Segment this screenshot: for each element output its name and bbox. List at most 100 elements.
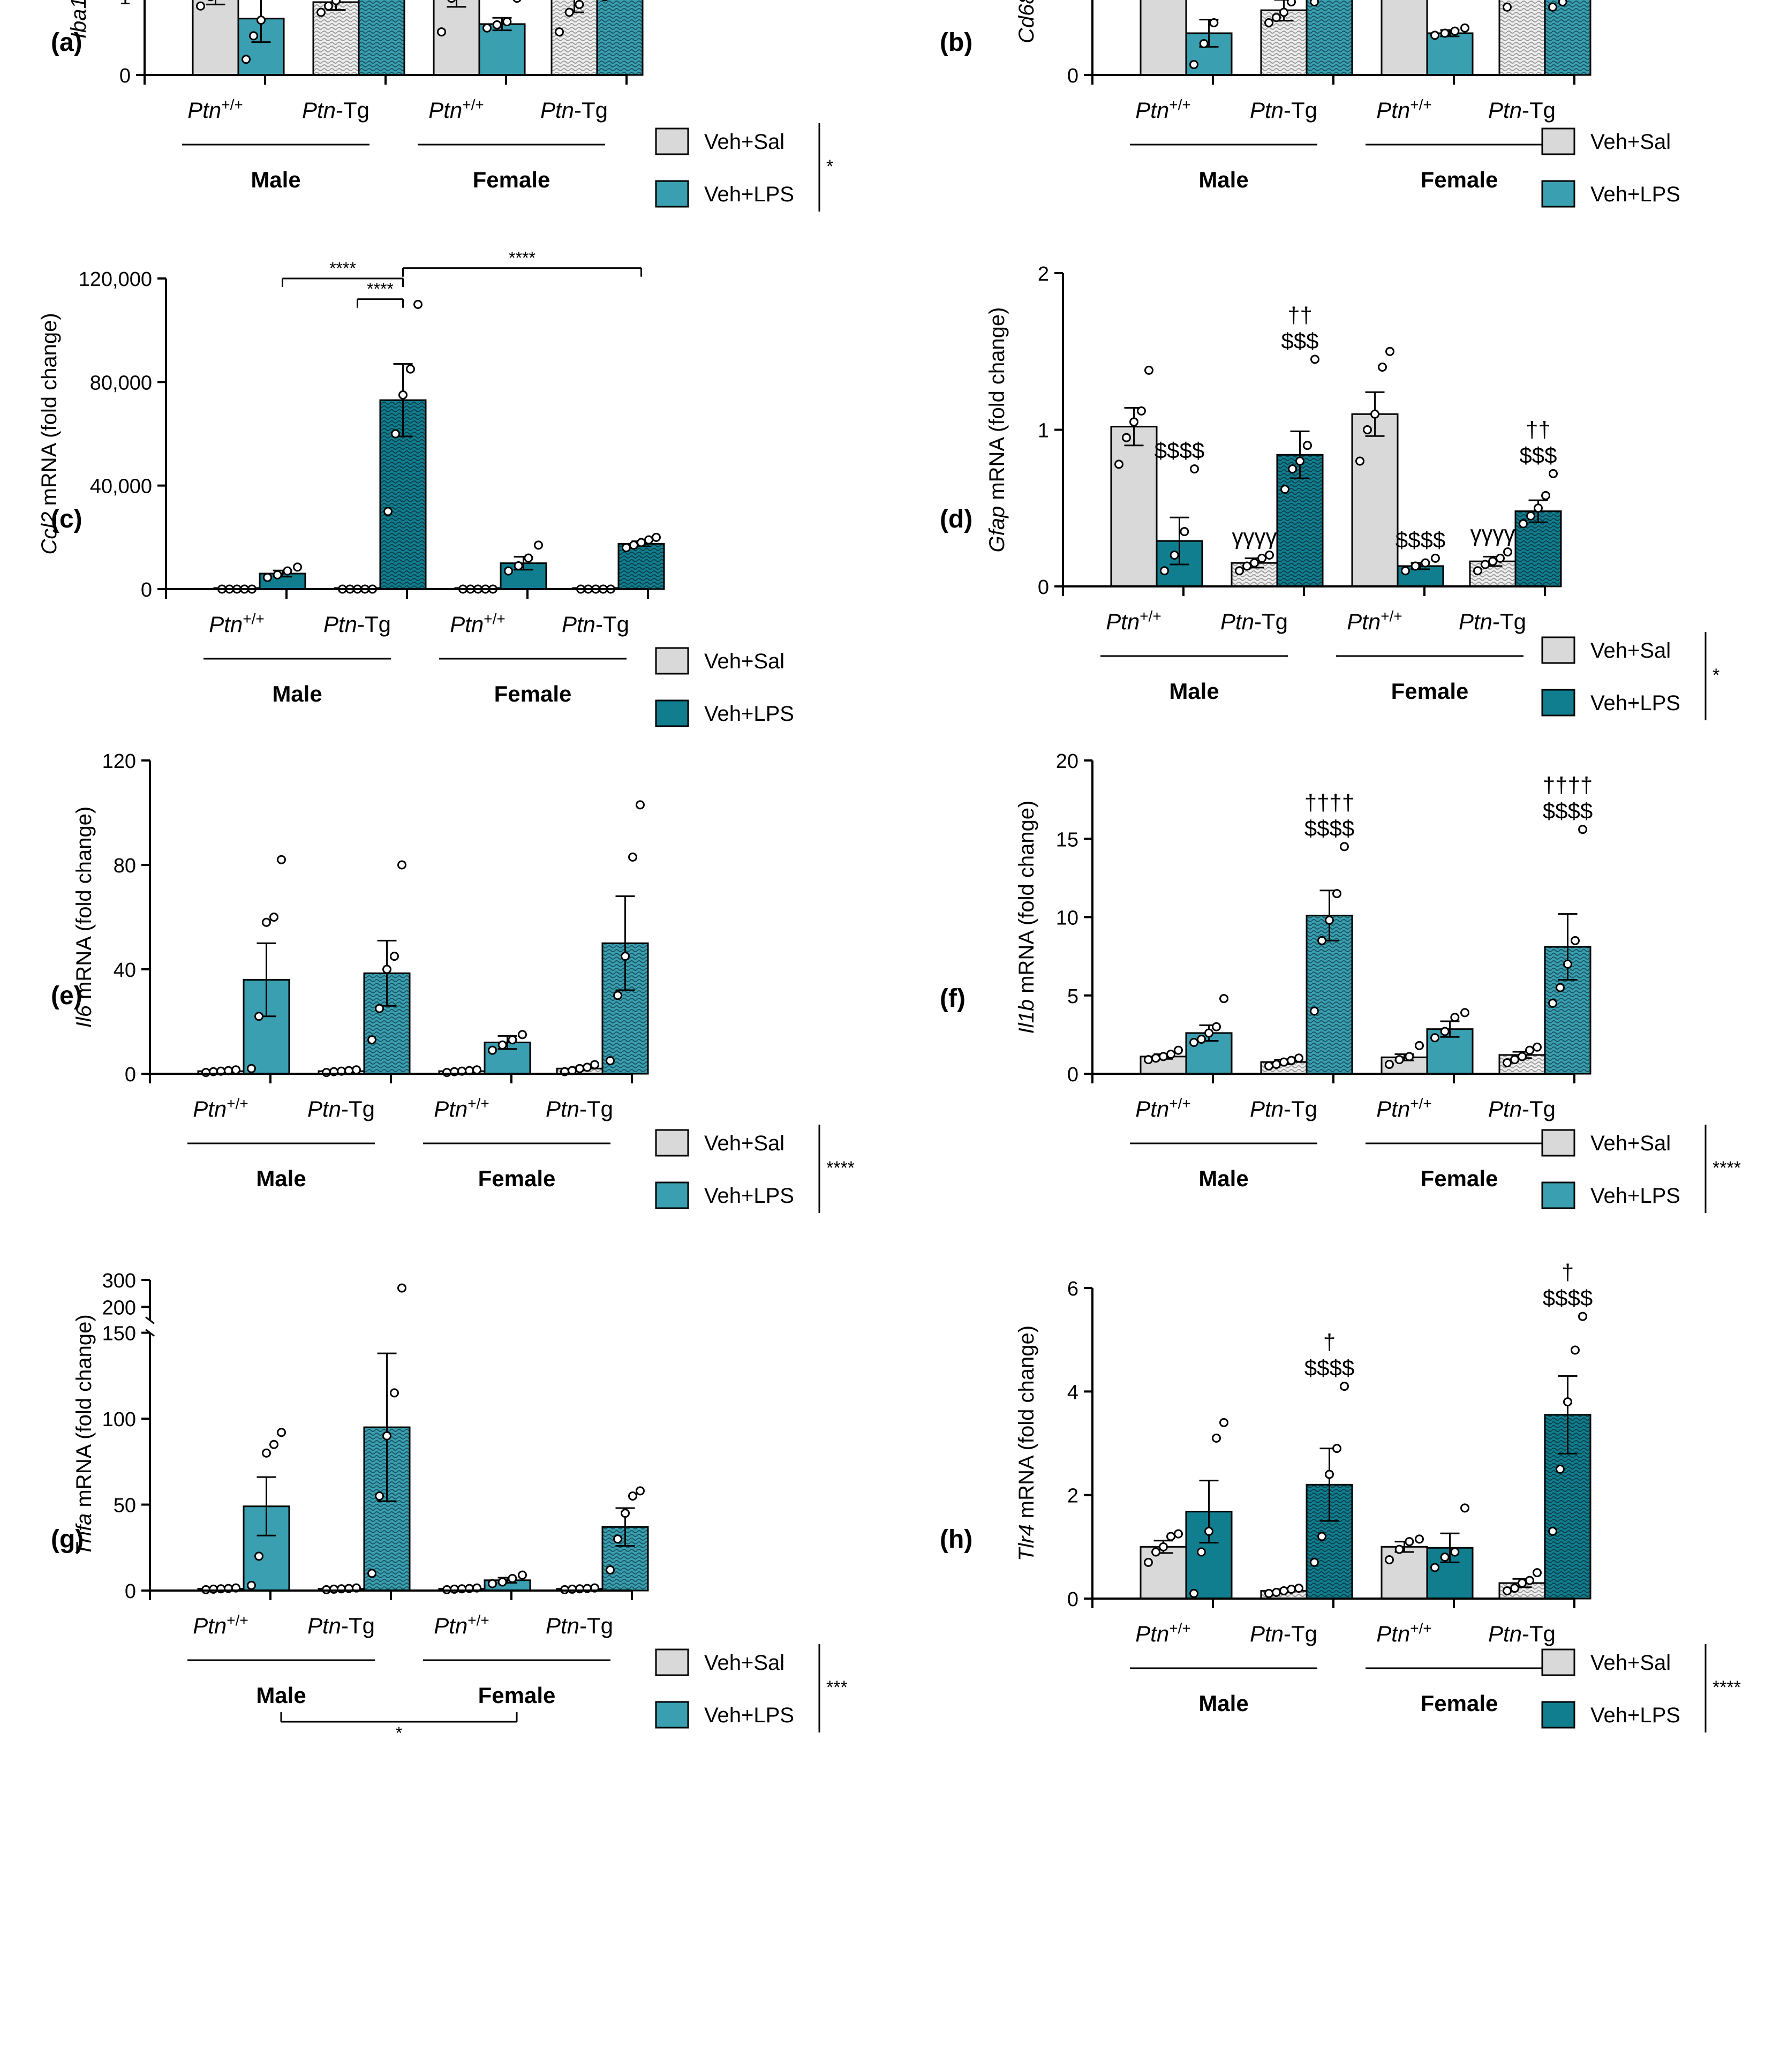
- data-point: [1340, 842, 1349, 852]
- genotype-name: Ptn: [1376, 97, 1410, 123]
- data-point: [1209, 18, 1219, 27]
- legend-swatch-veh-lps: [655, 1701, 689, 1729]
- legend-label-veh-lps: Veh+LPS: [1590, 1184, 1680, 1208]
- data-point: [1525, 1576, 1534, 1585]
- significance-annotation: ††: [1287, 303, 1313, 328]
- sex-comparison-label: *: [396, 1723, 402, 1743]
- genotype-name: Ptn: [307, 1613, 341, 1638]
- data-point: [316, 7, 326, 17]
- genotype-suffix: +/+: [1169, 96, 1190, 113]
- legend-stat-label: ****: [1713, 1677, 1741, 1698]
- genotype-name: Ptn: [1250, 97, 1284, 123]
- sex-group-label: Male: [1198, 1166, 1248, 1191]
- genotype-label: Ptn-Tg: [1250, 1096, 1317, 1121]
- data-point: [1578, 825, 1587, 834]
- data-point: [590, 1060, 599, 1069]
- data-point: [613, 1534, 622, 1544]
- legend-label-veh-sal: Veh+Sal: [704, 650, 785, 673]
- bar-veh-sal: [1381, 0, 1428, 76]
- data-point: [375, 1491, 384, 1501]
- data-point: [1518, 1578, 1527, 1588]
- data-point: [1415, 1041, 1424, 1050]
- data-point: [555, 27, 564, 37]
- genotype-name: Ptn: [1376, 1096, 1410, 1121]
- legend-stat-label: *: [826, 156, 833, 177]
- significance-annotation: $$$$: [1304, 1355, 1354, 1381]
- data-point: [397, 1283, 406, 1293]
- data-point: [518, 1030, 527, 1039]
- data-point: [293, 562, 302, 572]
- data-point: [1264, 18, 1273, 27]
- significance-annotation: $$$: [1281, 328, 1318, 353]
- genotype-suffix: +/+: [1140, 608, 1161, 624]
- data-point: [564, 7, 574, 17]
- sex-group-label: Male: [256, 1166, 306, 1191]
- panel-c: (c) 0 40,000 80,000 120,000 Ccl2 mRNA (fold c…: [37, 248, 794, 727]
- data-point: [1197, 1035, 1206, 1044]
- data-point: [1440, 28, 1450, 38]
- y-axis-label-gene: Il6: [72, 1005, 96, 1028]
- genotype-suffix: -Tg: [336, 97, 369, 123]
- genotype-label: Ptn+/+: [1135, 96, 1191, 123]
- data-point: [324, 1, 333, 11]
- data-point: [1405, 1537, 1414, 1547]
- panel-d: (d) 0 1 2 Gfap mRNA (fold change) $$$$ γγγγ $$$…: [940, 263, 1719, 720]
- data-point: [1385, 1059, 1394, 1069]
- data-point: [1219, 994, 1228, 1004]
- legend-label-veh-sal: Veh+Sal: [704, 1132, 785, 1155]
- data-point: [247, 1064, 256, 1073]
- sex-group-label: Female: [1391, 679, 1469, 704]
- data-point: [397, 860, 406, 870]
- data-point: [1571, 1345, 1580, 1355]
- y-axis-label: Ccl2 mRNA (fold change): [37, 313, 61, 554]
- data-point: [1279, 7, 1288, 17]
- data-point: [1310, 1557, 1319, 1567]
- data-point: [1430, 1563, 1439, 1572]
- y-axis-label-gene: Cd68: [1015, 0, 1038, 43]
- data-point: [383, 507, 393, 516]
- data-point: [1430, 31, 1439, 40]
- genotype-name: Ptn: [562, 612, 595, 637]
- data-point: [504, 566, 513, 576]
- legend-label-veh-lps: Veh+LPS: [1590, 691, 1680, 715]
- genotype-label: Ptn-Tg: [307, 1613, 375, 1638]
- legend-label-veh-sal: Veh+Sal: [1590, 1651, 1671, 1675]
- data-point: [254, 1012, 263, 1021]
- data-point: [1548, 2, 1557, 12]
- genotype-name: Ptn: [1250, 1621, 1284, 1646]
- significance-annotation: †: [1323, 1330, 1336, 1355]
- data-point: [1174, 1529, 1183, 1539]
- data-point: [1533, 1568, 1542, 1578]
- data-point: [1534, 503, 1543, 513]
- data-point: [1166, 1532, 1175, 1541]
- data-point: [636, 1486, 645, 1496]
- genotype-suffix: -Tg: [341, 1613, 375, 1638]
- data-point: [196, 1, 205, 11]
- data-point: [391, 429, 400, 439]
- bar-veh-lps: [596, 0, 644, 76]
- data-point: [1563, 959, 1572, 969]
- y-tick-label: 4: [1067, 1381, 1078, 1404]
- genotype-name: Ptn: [193, 1096, 227, 1121]
- data-point: [367, 1035, 376, 1045]
- y-axis-label-text: mRNA (fold change): [985, 307, 1009, 506]
- y-axis-label-gene: Ccl2: [37, 512, 61, 555]
- genotype-label: Ptn-Tg: [302, 97, 369, 123]
- data-point: [375, 1004, 384, 1013]
- data-point: [1204, 1028, 1213, 1038]
- sex-group-label: Female: [1421, 1691, 1498, 1716]
- panel-b: (b)0123Cd68 mRNA (fold change)*********P…: [940, 0, 1680, 208]
- significance-annotation: $$$$: [1304, 816, 1354, 841]
- y-axis-label-text: mRNA (fold change): [72, 1314, 96, 1513]
- data-point: [1137, 406, 1146, 416]
- y-axis-label: Iba1 mRNA (fold change): [67, 0, 90, 39]
- legend-swatch-veh-sal: [655, 1129, 689, 1157]
- legend-swatch-veh-sal: [655, 647, 689, 675]
- genotype-suffix: -Tg: [595, 612, 629, 637]
- sex-group-label: Male: [272, 681, 322, 706]
- genotype-suffix: +/+: [467, 1612, 489, 1629]
- data-point: [1272, 13, 1281, 22]
- data-point: [322, 1068, 331, 1078]
- y-axis-label-gene: Gfap: [985, 506, 1009, 553]
